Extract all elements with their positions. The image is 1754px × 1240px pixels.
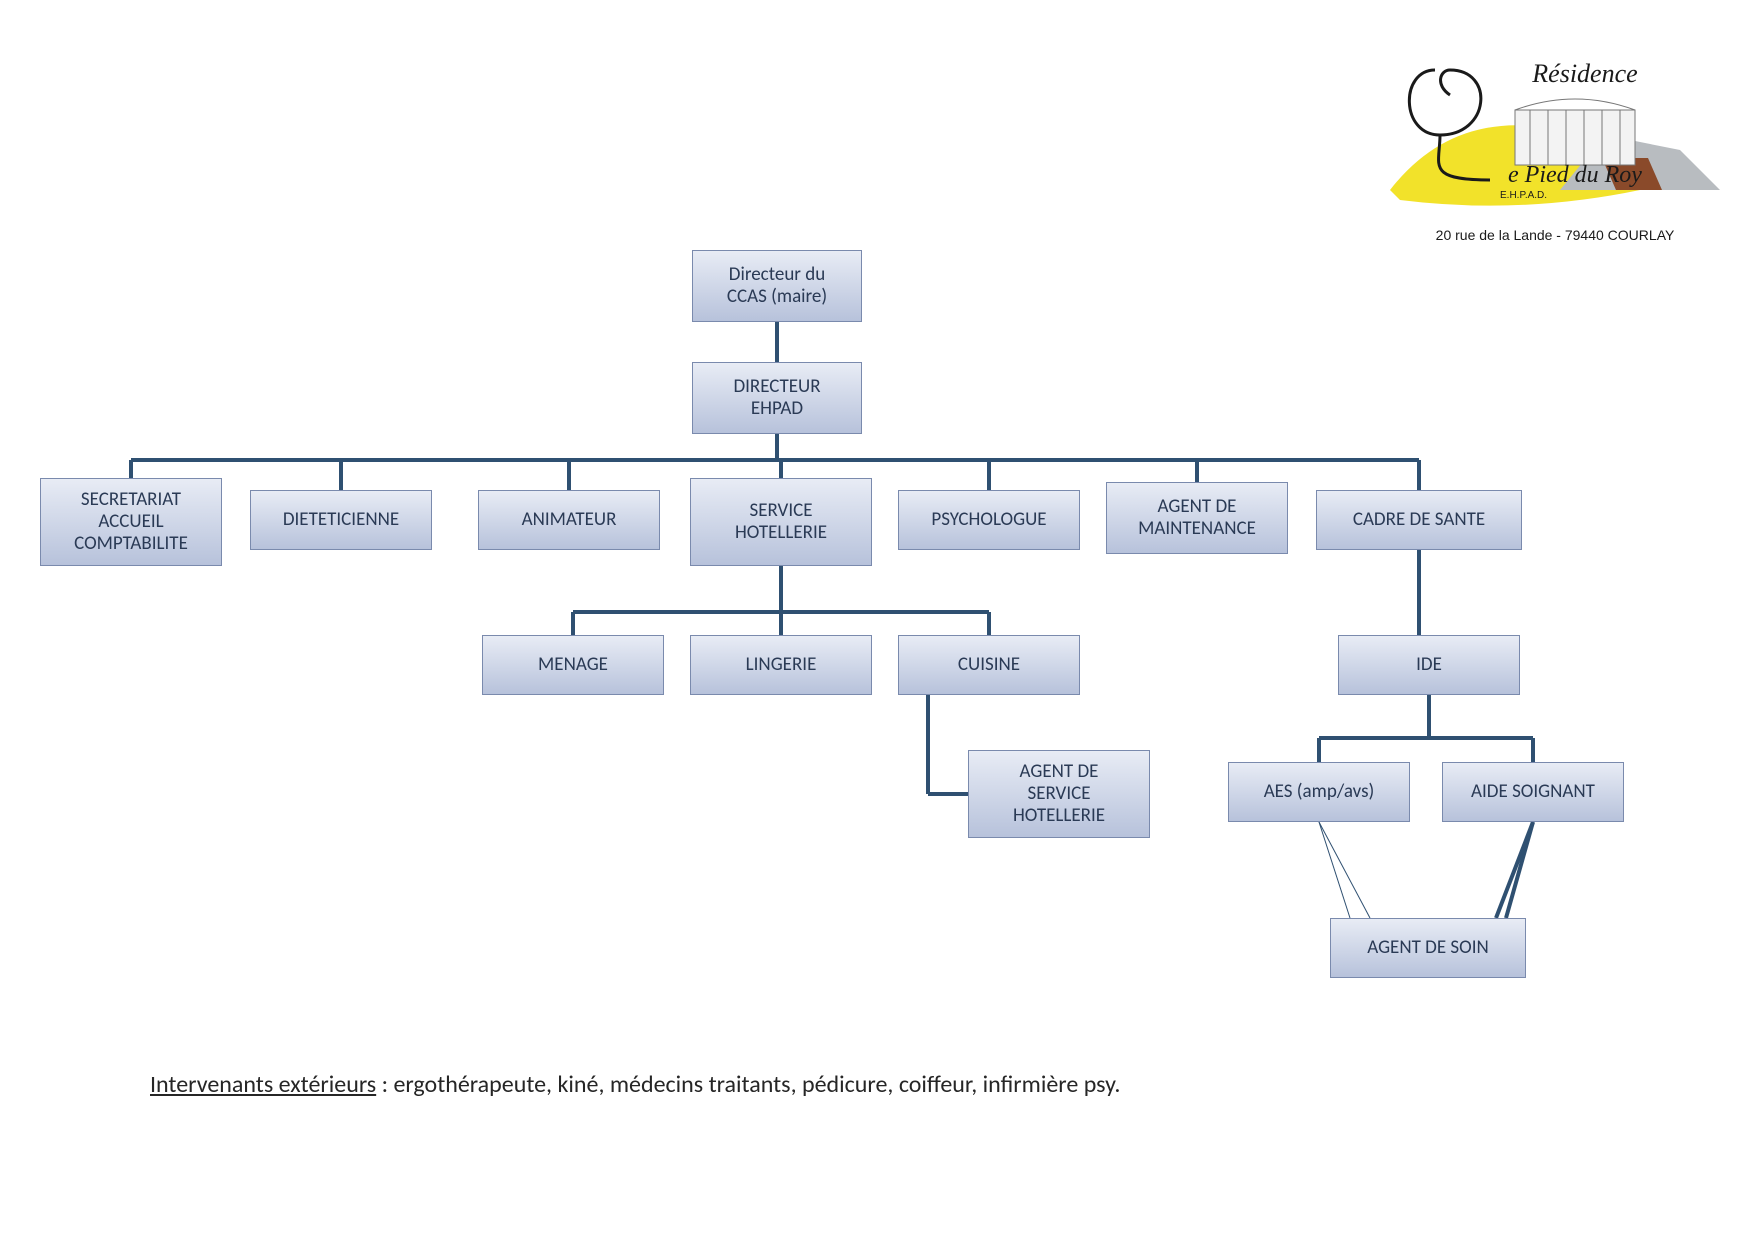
node-agent-maint: AGENT DE MAINTENANCE [1106,482,1288,554]
logo: Résidence e Pied du Roy E.H.P.A.D. 20 rue d… [1380,40,1730,250]
node-directeur-ehpad: DIRECTEUR EHPAD [692,362,862,434]
node-psychologue: PSYCHOLOGUE [898,490,1080,550]
footer-underline: Intervenants extérieurs [150,1070,376,1099]
footer-rest: : ergothérapeute, kiné, médecins traitan… [376,1070,1120,1099]
org-chart-canvas: Résidence e Pied du Roy E.H.P.A.D. 20 rue d… [0,0,1754,1240]
node-agent-service-hot: AGENT DE SERVICE HOTELLERIE [968,750,1150,838]
svg-text:Résidence: Résidence [1531,59,1637,88]
node-ide: IDE [1338,635,1520,695]
svg-text:e Pied du Roy: e Pied du Roy [1508,162,1642,188]
node-cadre-sante: CADRE DE SANTE [1316,490,1522,550]
node-secretariat: SECRETARIAT ACCUEIL COMPTABILITE [40,478,222,566]
node-aide-soignant: AIDE SOIGNANT [1442,762,1624,822]
node-cuisine: CUISINE [898,635,1080,695]
svg-text:E.H.P.A.D.: E.H.P.A.D. [1500,190,1547,201]
footer-text: Intervenants extérieurs : ergothérapeute… [150,1070,1120,1099]
node-dieteticienne: DIETETICIENNE [250,490,432,550]
node-directeur-ccas: Directeur du CCAS (maire) [692,250,862,322]
node-aes: AES (amp/avs) [1228,762,1410,822]
node-menage: MENAGE [482,635,664,695]
node-lingerie: LINGERIE [690,635,872,695]
node-animateur: ANIMATEUR [478,490,660,550]
node-agent-soin: AGENT DE SOIN [1330,918,1526,978]
svg-text:20 rue de la Lande - 79440 COU: 20 rue de la Lande - 79440 COURLAY [1436,227,1675,243]
node-service-hot: SERVICE HOTELLERIE [690,478,872,566]
